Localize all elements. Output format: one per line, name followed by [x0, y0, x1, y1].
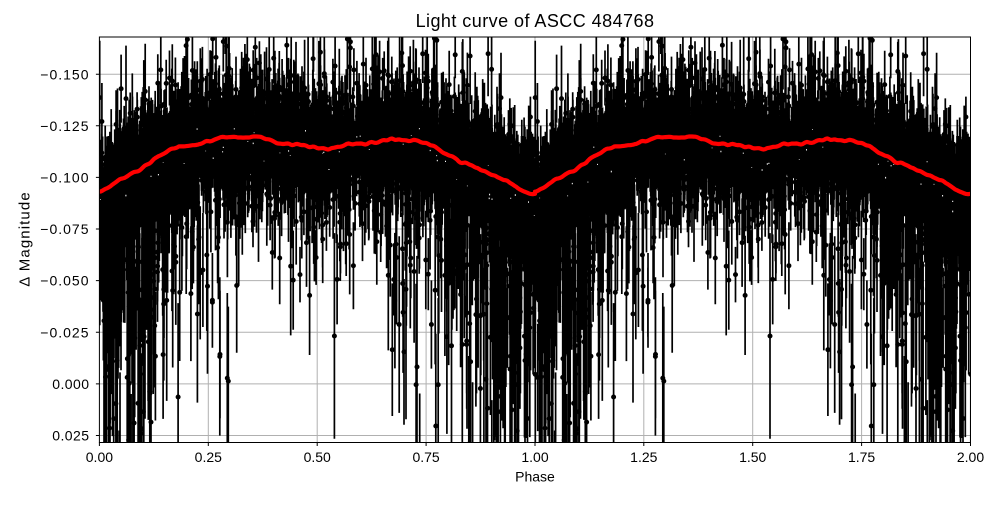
svg-text:0.50: 0.50 — [304, 449, 331, 465]
svg-text:−0.125: −0.125 — [40, 118, 89, 134]
svg-text:0.00: 0.00 — [86, 449, 113, 465]
svg-text:0.000: 0.000 — [52, 376, 89, 392]
svg-text:Light curve of ASCC 484768: Light curve of ASCC 484768 — [416, 11, 655, 31]
svg-text:1.75: 1.75 — [848, 449, 875, 465]
svg-text:−0.150: −0.150 — [40, 66, 89, 82]
svg-text:0.75: 0.75 — [412, 449, 439, 465]
svg-text:Phase: Phase — [515, 468, 555, 484]
svg-text:Δ Magnitude: Δ Magnitude — [17, 191, 34, 287]
svg-text:−0.050: −0.050 — [40, 273, 89, 289]
svg-text:1.50: 1.50 — [739, 449, 766, 465]
svg-text:−0.100: −0.100 — [40, 170, 89, 186]
svg-text:2.00: 2.00 — [957, 449, 984, 465]
svg-text:−0.025: −0.025 — [40, 324, 89, 340]
svg-text:−0.075: −0.075 — [40, 221, 89, 237]
svg-text:0.25: 0.25 — [195, 449, 222, 465]
svg-text:0.025: 0.025 — [52, 428, 89, 444]
svg-text:1.00: 1.00 — [521, 449, 548, 465]
svg-text:1.25: 1.25 — [630, 449, 657, 465]
